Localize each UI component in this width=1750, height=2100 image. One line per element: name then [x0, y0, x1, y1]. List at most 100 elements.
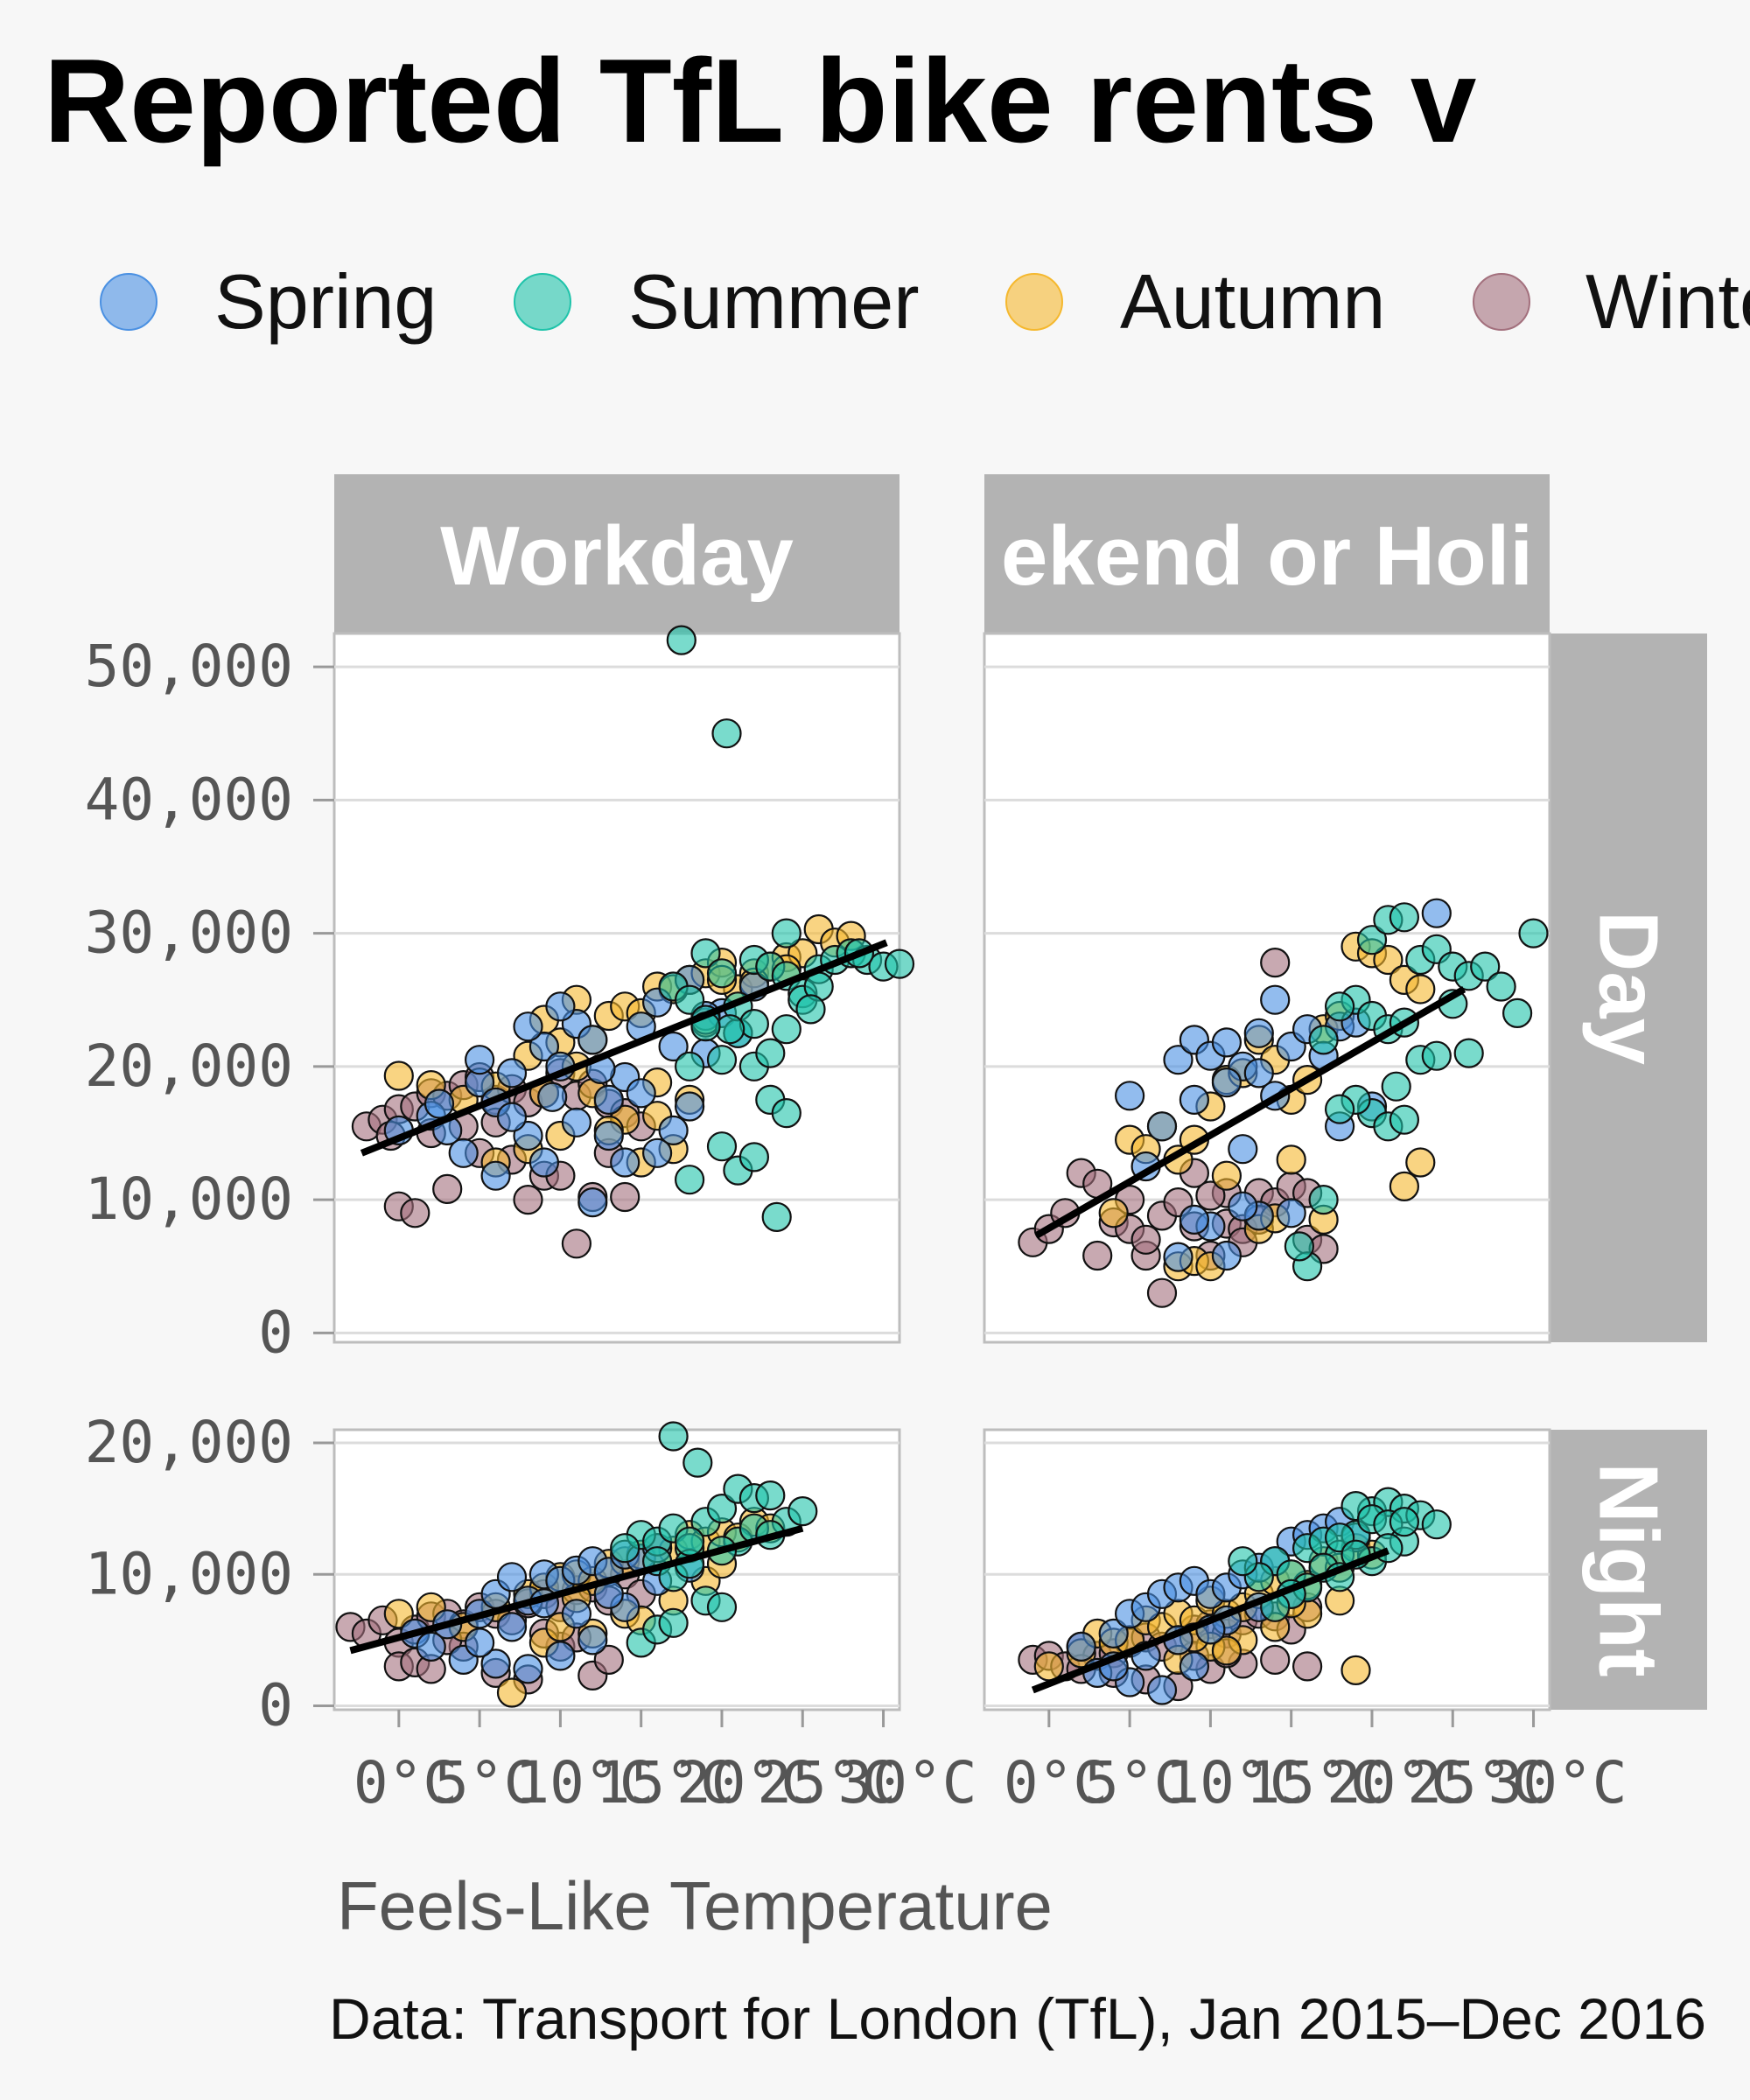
legend-swatch-summer: [514, 273, 571, 331]
strip-label-weekend: ekend or Holi: [1001, 509, 1533, 603]
point-spring: [578, 1625, 608, 1656]
point-spring: [610, 1147, 640, 1178]
legend: Spring Summer Autumn Winter: [100, 258, 1750, 345]
point-summer: [771, 1097, 802, 1129]
point-spring: [513, 1654, 543, 1684]
legend-label-spring: Spring: [214, 258, 437, 345]
point-spring: [1179, 1084, 1210, 1116]
axes: 0 10,000 20,000 30,000 40,000 50,000 0 10,000 20…: [85, 633, 1628, 1816]
point-spring: [561, 1599, 592, 1629]
x-tick-label: 25°C: [1407, 1749, 1546, 1816]
legend-label-summer: Summer: [628, 258, 920, 345]
x-tick-label: 30°C: [1488, 1749, 1628, 1816]
point-summer: [706, 1045, 738, 1075]
point-winter: [400, 1198, 430, 1228]
point-spring: [1146, 1111, 1178, 1142]
point-spring: [480, 1648, 511, 1679]
point-summer: [1502, 998, 1533, 1029]
point-spring: [578, 1025, 608, 1055]
point-summer: [771, 1014, 802, 1045]
point-spring: [1163, 1045, 1194, 1075]
trend-line: [1034, 986, 1466, 1239]
y-tick-label: 50,000: [85, 633, 293, 700]
point-winter: [1260, 947, 1291, 978]
point-summer: [755, 1480, 786, 1511]
y-axis-day: 0 10,000 20,000 30,000 40,000 50,000: [85, 633, 334, 1366]
point-summer: [1308, 1025, 1339, 1055]
point-winter: [432, 1173, 463, 1205]
column-strips: Workday ekend or Holi: [334, 474, 1550, 634]
point-spring: [674, 1091, 705, 1122]
point-autumn: [1098, 1198, 1129, 1228]
point-winter: [561, 1228, 592, 1259]
point-spring: [1243, 1018, 1274, 1048]
point-spring: [1179, 1204, 1210, 1236]
strip-label-night: Night: [1582, 1462, 1676, 1676]
legend-label-winter: Winter: [1586, 258, 1750, 345]
point-summer: [674, 984, 705, 1015]
point-spring: [1228, 1191, 1258, 1222]
point-summer: [738, 1008, 770, 1040]
panel-workday-night: [332, 1421, 901, 1712]
point-autumn: [1211, 1160, 1242, 1191]
points-group: [1018, 898, 1549, 1308]
y-tick-label: 30,000: [85, 900, 293, 967]
point-summer: [1470, 951, 1501, 982]
trend-line: [1031, 1547, 1390, 1694]
point-summer: [1518, 918, 1549, 948]
point-spring: [496, 1102, 528, 1132]
x-tick-label: 0°C: [1004, 1749, 1108, 1816]
y-tick-label: 0: [258, 1298, 293, 1366]
strip-label-day: Day: [1582, 911, 1676, 1065]
strip-workday: [334, 474, 900, 634]
x-tick-label: 5°C: [1084, 1749, 1188, 1816]
point-summer: [666, 625, 696, 655]
legend-swatch-winter: [1473, 273, 1530, 331]
point-summer: [682, 1447, 713, 1478]
point-spring: [593, 1084, 624, 1116]
point-autumn: [1340, 1655, 1371, 1686]
point-summer: [771, 918, 802, 948]
point-summer: [1389, 902, 1420, 933]
point-summer: [1381, 1071, 1411, 1102]
point-spring: [658, 1115, 689, 1146]
point-summer: [1324, 991, 1355, 1022]
point-spring: [1260, 984, 1291, 1015]
point-winter: [593, 1644, 624, 1676]
point-autumn: [383, 1060, 414, 1091]
point-winter: [1130, 1224, 1161, 1255]
legend-label-autumn: Autumn: [1120, 258, 1385, 345]
point-spring: [528, 1147, 560, 1178]
x-tick-label: 5°C: [434, 1749, 538, 1816]
point-spring: [626, 1078, 656, 1109]
point-summer: [706, 1131, 738, 1162]
point-spring: [1098, 1618, 1129, 1649]
point-spring: [658, 1031, 689, 1062]
point-autumn: [1405, 974, 1436, 1004]
point-spring: [537, 1082, 568, 1112]
point-spring: [448, 1138, 479, 1168]
strip-label-workday: Workday: [440, 509, 794, 603]
point-autumn: [383, 1599, 414, 1629]
point-spring: [545, 1641, 576, 1671]
x-axis-title: Feels-Like Temperature: [337, 1867, 1053, 1944]
point-summer: [1324, 1094, 1355, 1124]
y-axis-night: 0 10,000 20,000: [85, 1409, 334, 1739]
point-winter: [1260, 1644, 1291, 1676]
point-summer: [674, 1526, 705, 1557]
point-spring: [496, 1612, 528, 1642]
row-strips: Day Night: [1550, 634, 1707, 1710]
point-winter: [513, 1184, 543, 1215]
strip-weekend: [984, 474, 1550, 634]
strip-night: [1550, 1430, 1707, 1710]
x-tick-label: 15°C: [596, 1749, 735, 1816]
point-summer: [658, 1607, 689, 1638]
point-winter: [1082, 1240, 1113, 1271]
point-spring: [1228, 1134, 1258, 1165]
x-tick-label: 15°C: [1246, 1749, 1385, 1816]
point-spring: [578, 1186, 608, 1218]
y-tick-label: 20,000: [85, 1032, 293, 1100]
point-spring: [593, 1120, 624, 1152]
point-summer: [674, 1051, 705, 1082]
chart-title: Reported TfL bike rents v: [44, 34, 1477, 167]
